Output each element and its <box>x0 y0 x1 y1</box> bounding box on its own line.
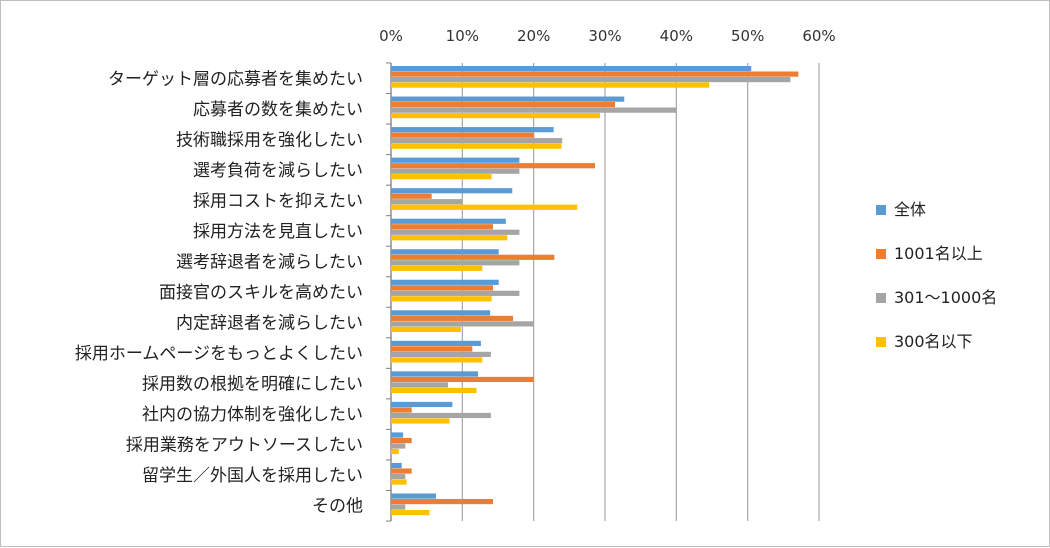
bar <box>391 448 399 455</box>
bar <box>391 229 520 235</box>
bar <box>391 376 534 383</box>
bar <box>391 407 412 413</box>
bar <box>391 296 492 302</box>
bar <box>391 132 534 138</box>
x-tick-label: 50% <box>731 27 764 45</box>
bar <box>391 224 494 230</box>
bar <box>391 265 483 271</box>
bar <box>391 509 430 516</box>
bar <box>391 326 461 332</box>
x-tick-label: 20% <box>517 27 550 45</box>
legend-label: 1001名以上 <box>894 244 983 263</box>
bar <box>391 138 563 144</box>
x-tick-label: 40% <box>660 27 693 45</box>
bar <box>391 310 491 316</box>
bar <box>391 351 491 357</box>
category-label: ターゲット層の応募者を集めたい <box>108 69 363 89</box>
bar <box>391 498 494 505</box>
category-label: 技術職採用を強化したい <box>176 130 363 150</box>
bar <box>391 321 534 327</box>
bar <box>391 382 449 388</box>
bar <box>391 260 520 266</box>
category-label: 面接官のスキルを高めたい <box>159 283 363 303</box>
category-label: その他 <box>312 497 363 517</box>
bar <box>391 418 450 424</box>
category-label: 選考負荷を減らしたい <box>193 161 363 181</box>
bar <box>391 285 494 291</box>
category-label: 社内の協力体制を強化したい <box>142 405 363 425</box>
bar <box>391 462 402 469</box>
category-label: 採用業務をアウトソースしたい <box>126 436 363 456</box>
bar <box>391 235 508 241</box>
bar <box>391 143 562 149</box>
bar <box>391 468 412 474</box>
legend-swatch <box>876 249 886 259</box>
bar <box>391 174 492 180</box>
bar <box>391 66 752 72</box>
x-tick-label: 0% <box>379 27 403 45</box>
bar <box>391 290 520 296</box>
bar <box>391 443 406 449</box>
x-tick-label: 30% <box>588 27 621 45</box>
category-label: 採用ホームページをもっとよくしたい <box>75 344 363 364</box>
category-label: 留学生／外国人を採用したい <box>142 466 363 486</box>
bar <box>391 107 677 113</box>
bar <box>391 371 479 377</box>
bar <box>391 412 491 419</box>
category-label: 採用コストを抑えたい <box>193 191 363 211</box>
bar <box>391 157 520 163</box>
bar <box>391 479 407 485</box>
bar <box>391 279 499 285</box>
bar <box>391 163 596 169</box>
bar <box>391 432 404 438</box>
bar <box>391 340 481 346</box>
bar <box>391 199 463 205</box>
category-label: 採用方法を見直したい <box>193 222 363 242</box>
bar <box>391 102 615 108</box>
bar <box>391 77 791 83</box>
category-label: 選考辞退者を減らしたい <box>176 252 363 272</box>
bar <box>391 113 601 119</box>
legend-swatch <box>876 337 886 347</box>
bar <box>391 188 513 194</box>
category-label: 内定辞退者を減らしたい <box>176 314 363 334</box>
bar <box>391 204 578 210</box>
category-label: 採用数の根拠を明確にしたい <box>142 375 363 395</box>
bar <box>391 254 555 260</box>
bar <box>391 193 432 199</box>
bar <box>391 168 520 174</box>
bar <box>391 504 406 510</box>
x-tick-label: 60% <box>802 27 835 45</box>
bar <box>391 437 412 444</box>
bar <box>391 473 406 480</box>
bar <box>391 493 436 499</box>
bar <box>391 96 625 102</box>
bar <box>391 82 710 88</box>
legend-label: 300名以下 <box>894 332 973 351</box>
bar <box>391 401 453 408</box>
bar <box>391 71 799 77</box>
category-label: 応募者の数を集めたい <box>193 100 363 120</box>
bar <box>391 127 554 133</box>
x-tick-label: 10% <box>446 27 479 45</box>
bar <box>391 315 513 321</box>
legend-label: 301～1000名 <box>894 288 997 307</box>
legend-label: 全体 <box>894 200 926 219</box>
bar <box>391 357 483 363</box>
legend-swatch <box>876 205 886 215</box>
bar <box>391 249 499 255</box>
bar <box>391 218 506 224</box>
legend-swatch <box>876 293 886 303</box>
bar <box>391 346 473 352</box>
bar <box>391 387 477 394</box>
